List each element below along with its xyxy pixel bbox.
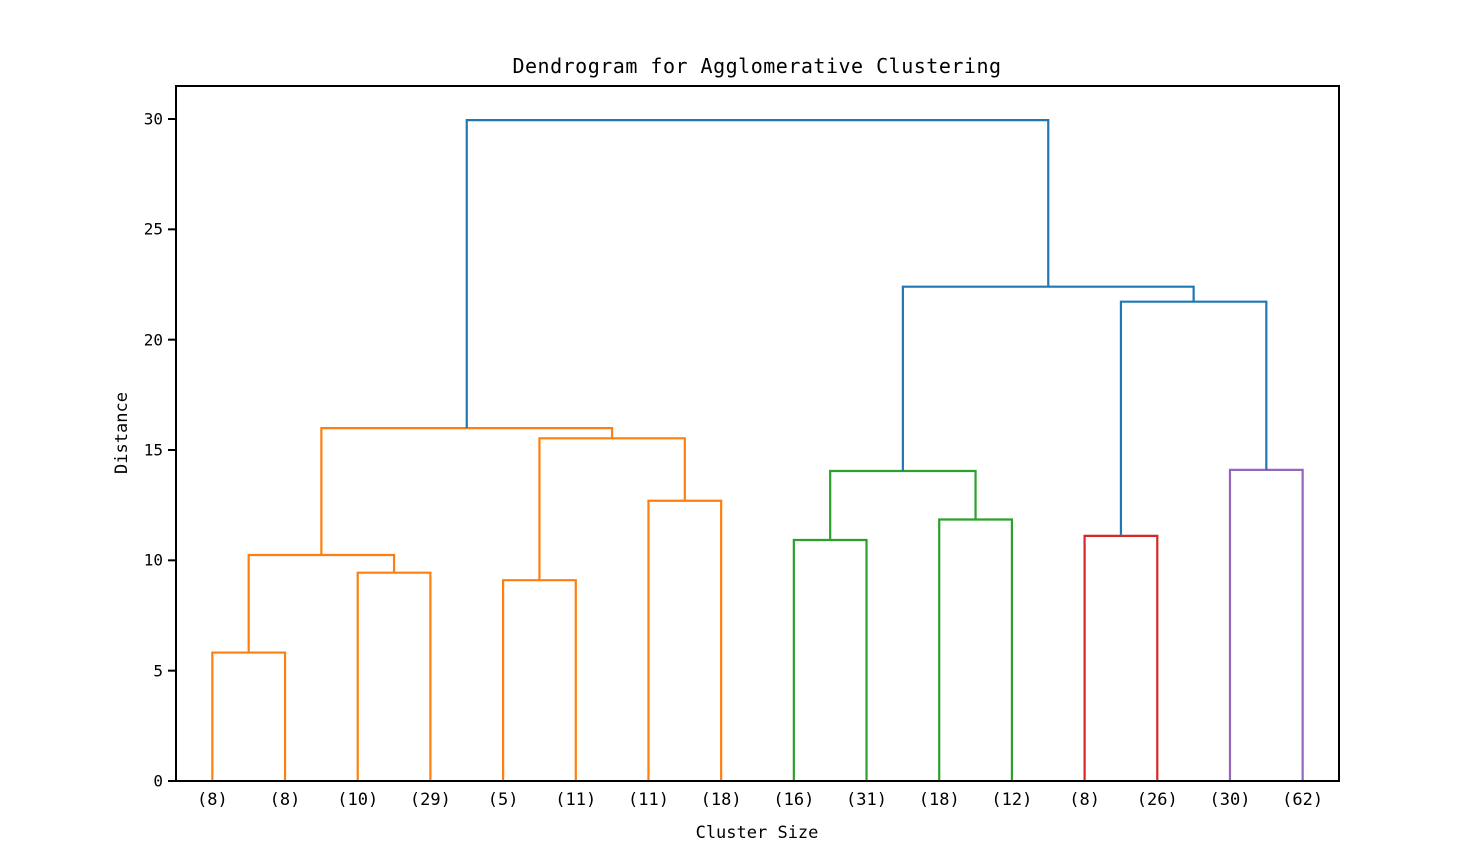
leaf-label: (18): [700, 790, 742, 810]
dendrogram-link-G1: [792, 538, 868, 781]
dendrogram-link-P1: [1228, 468, 1304, 781]
leaf-label: (10): [337, 790, 379, 810]
y-tick-label: 0: [153, 771, 163, 791]
dendrogram-link-O4: [501, 579, 577, 781]
y-axis-label: Distance: [112, 392, 132, 474]
dendrogram-link-G3: [829, 469, 977, 541]
leaf-label: (11): [555, 790, 597, 810]
plot-border: [175, 85, 1340, 782]
leaf-label: (26): [1136, 790, 1178, 810]
dendrogram-link-O2: [356, 571, 432, 781]
dendrogram-link-B1: [1119, 300, 1268, 536]
dendrogram-link-O3: [247, 553, 396, 653]
dendrogram-link-ROOT: [465, 119, 1050, 429]
y-tick-label: 15: [143, 440, 163, 460]
dendrogram-link-O7: [320, 427, 614, 556]
leaf-label: (18): [918, 790, 960, 810]
leaf-label: (12): [991, 790, 1033, 810]
y-tick-label: 25: [143, 219, 163, 239]
leaf-label: (11): [627, 790, 669, 810]
dendrogram-link-G2: [938, 518, 1014, 781]
leaf-label: (8): [269, 790, 301, 810]
leaf-label: (16): [773, 790, 815, 810]
y-tick-label: 10: [143, 550, 163, 570]
y-tick-label: 20: [143, 330, 163, 350]
y-tick-label: 30: [143, 109, 163, 129]
leaf-label: (8): [196, 790, 228, 810]
x-axis-label: Cluster Size: [695, 823, 819, 843]
dendrogram-link-B2: [901, 285, 1195, 471]
dendrogram-link-O1: [211, 651, 287, 781]
leaf-label: (31): [846, 790, 888, 810]
leaf-label: (62): [1282, 790, 1324, 810]
dendrogram-link-R1: [1083, 534, 1159, 781]
leaf-label: (30): [1209, 790, 1251, 810]
leaf-label: (29): [409, 790, 451, 810]
chart-title: Dendrogram for Agglomerative Clustering: [512, 54, 1002, 78]
dendrogram-link-O5: [647, 499, 723, 781]
leaf-label: (8): [1069, 790, 1100, 810]
dendrogram-link-O6: [538, 437, 686, 581]
leaf-label: (5): [487, 790, 519, 810]
y-tick-label: 5: [153, 661, 163, 681]
